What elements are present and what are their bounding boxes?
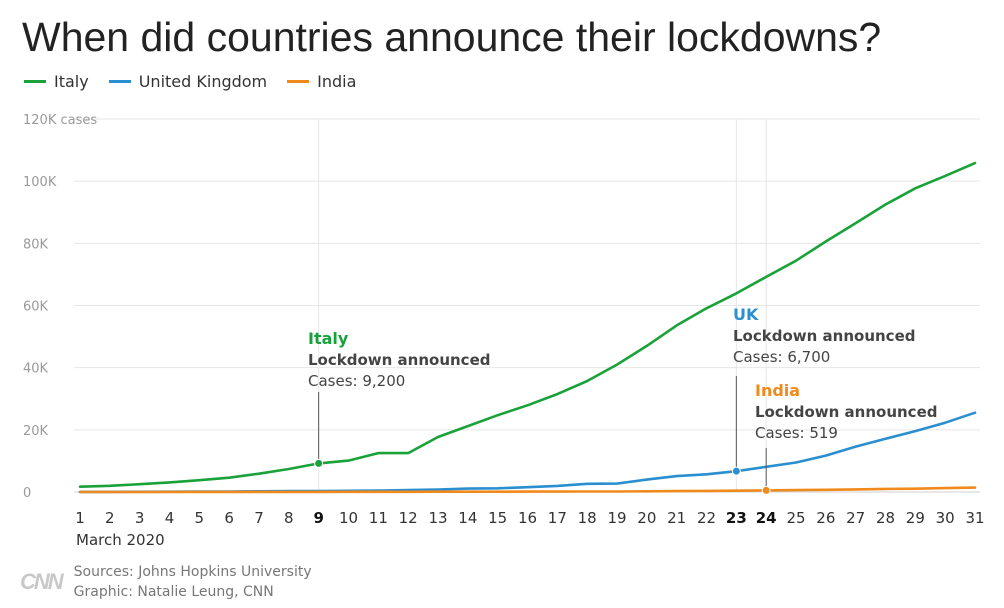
x-tick-label: 3 [135,509,145,527]
x-tick-label: 14 [458,509,477,527]
y-tick-label: 0 [23,486,31,501]
annotation-marker-india [761,485,771,495]
footer: CNN Sources: Johns Hopkins University Gr… [20,562,312,602]
x-tick-label: 20 [637,509,656,527]
x-tick-label: 26 [816,509,835,527]
annotation-marker-uk [731,466,741,476]
annotation-line1-italy: Lockdown announced [308,351,490,369]
annotation-line1-india: Lockdown announced [755,403,937,421]
legend-item-italy: Italy [24,72,89,91]
legend-swatch-italy [24,80,46,83]
x-tick-label: 30 [936,509,955,527]
annotation-marker-italy [314,458,324,468]
annotation-title-uk: UK [733,305,759,324]
x-tick-label: 7 [254,509,264,527]
x-tick-label: 15 [488,509,507,527]
annotation-line1-uk: Lockdown announced [733,327,915,345]
x-tick-label: 23 [726,509,747,527]
x-tick-label: 12 [399,509,418,527]
y-tick-label: 20K [23,424,49,439]
x-tick-label: 24 [756,509,777,527]
cnn-logo: CNN [20,569,64,594]
x-tick-label: 16 [518,509,537,527]
series-line-india [78,486,977,494]
y-tick-label: 80K [23,237,49,252]
legend-label-uk: United Kingdom [138,72,268,91]
legend-item-uk: United Kingdom [108,72,268,91]
x-tick-label: 9 [313,509,323,527]
x-tick-label: 29 [906,509,925,527]
legend-label-italy: Italy [54,72,89,91]
x-tick-label: 11 [369,509,388,527]
legend-item-india: India [287,72,356,91]
x-tick-label: 18 [578,509,597,527]
x-tick-label: 27 [846,509,865,527]
x-axis-label: March 2020 [76,531,165,549]
y-tick-label: 100K [23,175,57,190]
x-tick-label: 10 [339,509,358,527]
x-tick-label: 19 [607,509,626,527]
x-tick-label: 28 [876,509,895,527]
source-block: Sources: Johns Hopkins University Graphi… [74,562,312,602]
legend-label-india: India [317,72,357,91]
annotation-title-italy: Italy [308,329,349,348]
x-tick-label: 2 [105,509,115,527]
legend: Italy United Kingdom India [24,72,356,91]
x-tick-label: 6 [224,509,234,527]
source-text: Sources: Johns Hopkins University [73,564,312,580]
credit-text: Graphic: Natalie Leung, CNN [73,584,274,600]
x-tick-label: 13 [428,509,447,527]
annotation-line2-uk: Cases: 6,700 [733,348,830,366]
legend-swatch-uk [108,80,131,83]
annotation-line2-india: Cases: 519 [755,424,838,442]
x-tick-label: 21 [667,509,686,527]
chart-title: When did countries announce their lockdo… [22,14,882,60]
x-tick-label: 25 [786,509,805,527]
annotation-line2-italy: Cases: 9,200 [308,372,405,390]
y-tick-label: 120K cases [23,113,97,128]
x-tick-label: 31 [965,509,984,527]
x-tick-label: 17 [548,509,567,527]
legend-swatch-india [287,80,310,83]
y-tick-label: 60K [23,300,49,315]
series-line-italy [78,161,977,488]
x-tick-label: 22 [697,509,716,527]
x-tick-label: 1 [75,509,85,527]
x-tick-label: 5 [195,509,205,527]
y-tick-label: 40K [23,362,49,377]
x-tick-label: 4 [165,509,175,527]
annotation-title-india: India [755,381,800,400]
x-tick-label: 8 [284,509,294,527]
